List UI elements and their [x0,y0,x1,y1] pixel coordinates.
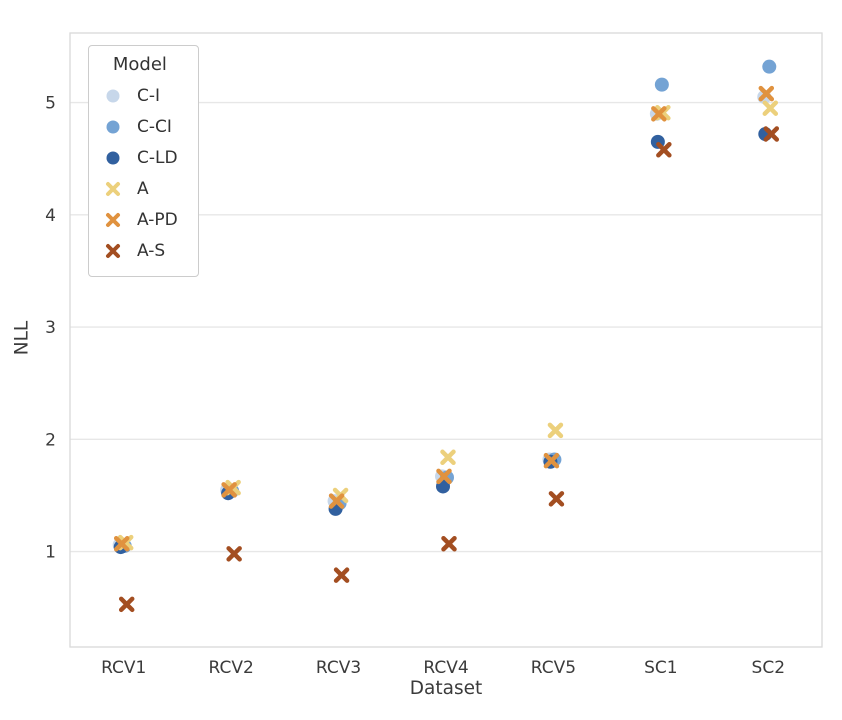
data-point [441,535,457,552]
x-tick-label: RCV4 [423,658,468,678]
y-tick-label: 4 [45,206,56,226]
x-tick-label: RCV5 [531,658,576,678]
y-tick-label: 1 [45,543,56,563]
legend-item-label: A-S [137,240,166,261]
legend: Model C-I C-CI C-LD A A-PD A-S [88,45,199,277]
legend-item-label: A-PD [137,209,178,230]
y-axis-label: NLL [11,320,33,356]
data-point [436,468,452,485]
legend-item-label: C-LD [137,147,178,168]
legend-item: C-I [102,80,178,111]
data-point [118,596,135,613]
data-point [543,452,560,469]
x-tick-label: RCV3 [316,658,361,678]
x-tick-label: SC1 [644,658,677,678]
data-point [548,491,565,507]
data-point [763,126,780,142]
data-point [654,77,669,92]
legend-marker-x-icon [106,181,120,196]
data-point [113,535,130,552]
y-tick-label: 3 [45,318,56,338]
x-tick-label: SC2 [752,658,785,678]
data-point [440,449,456,466]
data-point [758,85,775,102]
x-tick-label: RCV2 [209,658,254,678]
data-point [221,482,237,498]
x-axis-label: Dataset [409,678,483,699]
legend-title: Model [112,54,167,75]
legend-marker-x-icon [106,243,120,258]
legend-marker-circle-icon [106,151,120,164]
legend-item: C-CI [102,111,178,142]
data-point [651,106,667,122]
y-tick-label: 5 [45,94,56,114]
legend-item: A [102,173,178,204]
legend-item: A-S [102,235,178,266]
data-point [547,422,564,439]
legend-item-label: A [137,178,149,199]
data-point [333,567,350,583]
data-point [328,493,345,509]
legend-items: C-I C-CI C-LD A A-PD A-S [102,80,178,266]
legend-marker-circle-icon [106,120,120,133]
legend-item: A-PD [102,204,178,235]
legend-item-label: C-CI [137,116,172,137]
plot-border [69,32,823,648]
legend-item: C-LD [102,142,178,173]
data-point [226,546,242,562]
legend-marker-x-icon [106,212,120,227]
data-point [762,100,779,116]
legend-item-label: C-I [137,85,161,106]
legend-marker-circle-icon [106,89,120,102]
data-point [656,141,672,158]
x-tick-label: RCV1 [101,658,146,678]
y-tick-label: 2 [45,430,56,450]
data-point [762,59,777,74]
